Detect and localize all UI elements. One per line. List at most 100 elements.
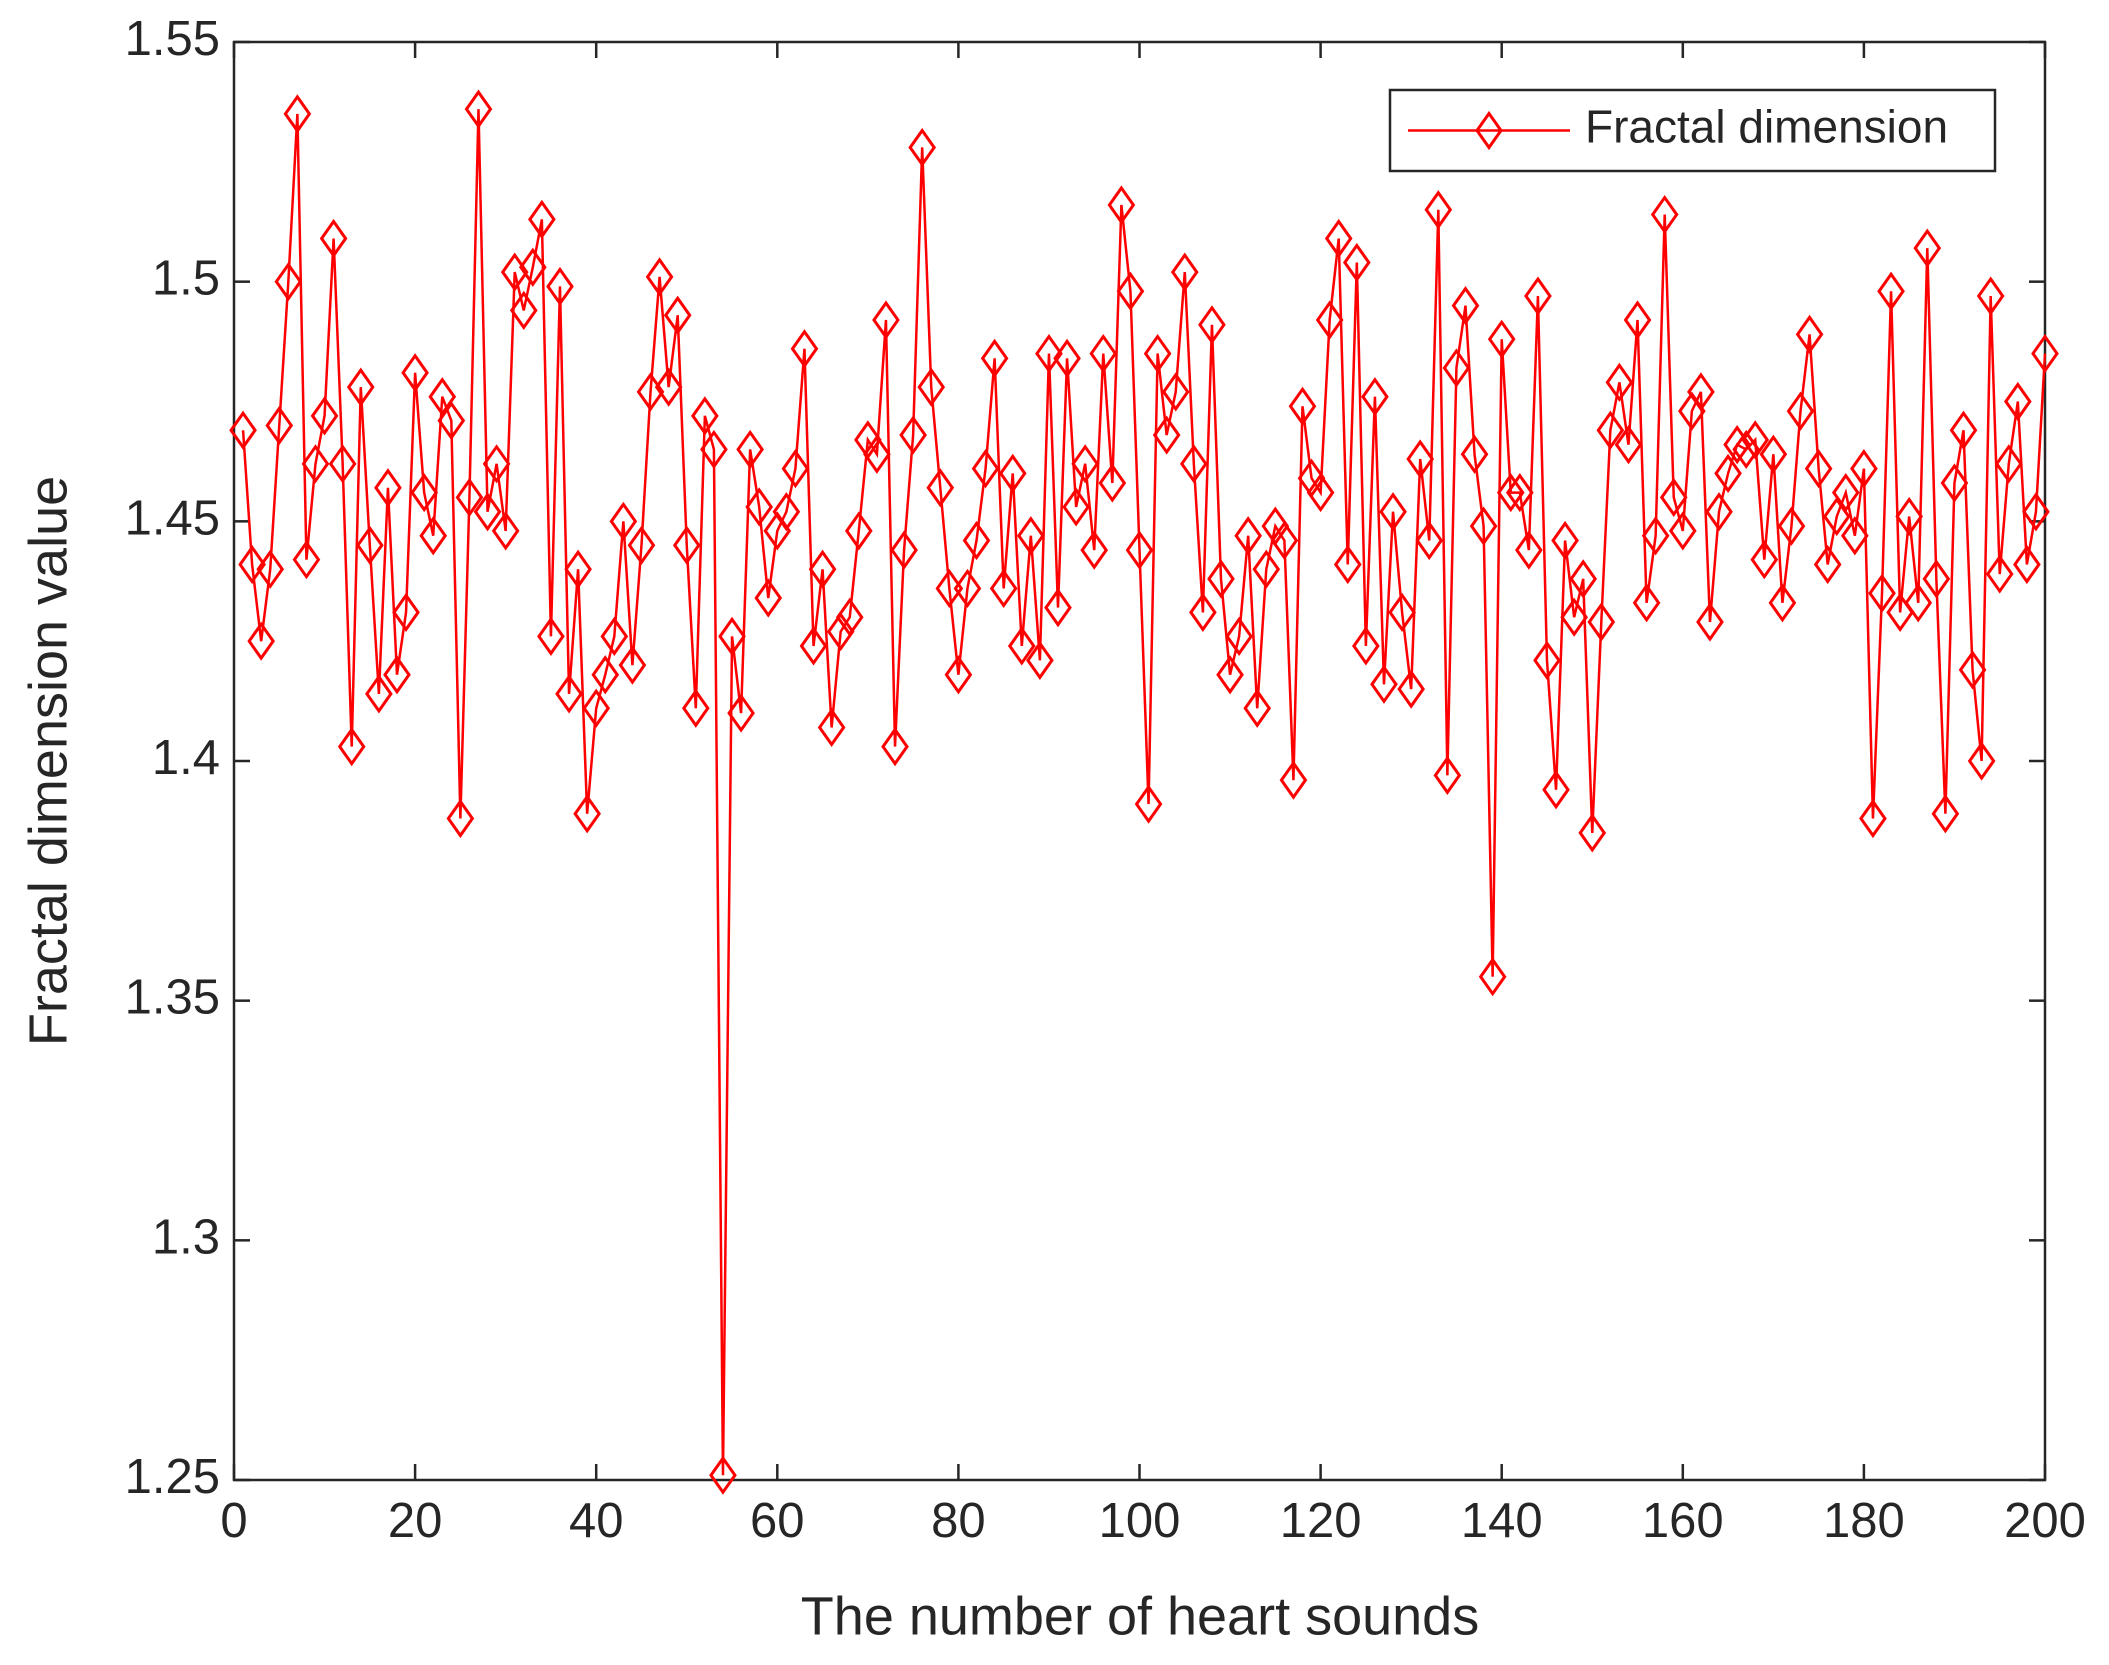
marker — [473, 492, 502, 532]
marker — [953, 568, 982, 609]
marker — [1596, 410, 1625, 450]
marker — [1505, 472, 1534, 513]
marker — [482, 444, 511, 484]
marker — [1614, 425, 1643, 465]
marker — [1958, 650, 1987, 690]
marker — [1668, 511, 1697, 551]
marker — [1198, 305, 1226, 345]
marker — [1161, 372, 1190, 412]
marker — [1496, 472, 1525, 513]
marker — [328, 444, 357, 484]
marker — [1804, 449, 1833, 489]
marker — [1107, 185, 1136, 225]
marker — [1243, 688, 1272, 728]
marker — [781, 449, 810, 489]
marker — [1279, 760, 1308, 800]
marker — [355, 525, 384, 565]
marker — [772, 492, 801, 532]
marker — [1424, 190, 1453, 230]
marker — [917, 367, 946, 407]
y-tick-label: 1.5 — [152, 252, 220, 306]
marker — [817, 707, 846, 748]
marker — [528, 199, 556, 239]
marker — [1904, 583, 1933, 623]
marker — [1560, 597, 1588, 637]
marker — [736, 429, 764, 470]
marker — [1831, 472, 1860, 513]
marker — [645, 257, 674, 297]
marker — [872, 300, 900, 340]
marker — [1397, 669, 1425, 709]
marker — [1098, 463, 1127, 503]
x-axis-label: The number of heart sounds — [801, 1586, 1479, 1646]
marker — [881, 727, 909, 767]
marker — [1170, 252, 1199, 292]
marker — [899, 415, 927, 455]
marker — [1696, 602, 1724, 642]
y-tick-label: 1.4 — [152, 731, 220, 785]
marker — [1460, 434, 1489, 474]
marker — [1379, 492, 1407, 532]
marker — [1143, 333, 1172, 374]
marker — [609, 501, 638, 541]
marker — [1967, 741, 1996, 781]
marker — [727, 693, 755, 733]
marker — [1306, 472, 1335, 513]
marker — [1388, 592, 1416, 633]
marker — [600, 616, 629, 656]
marker — [1451, 286, 1480, 326]
marker — [1406, 439, 1435, 479]
y-tick-label: 1.55 — [125, 12, 220, 66]
marker — [274, 262, 303, 302]
marker — [1071, 444, 1100, 484]
marker — [1342, 242, 1371, 283]
marker — [1225, 616, 1253, 656]
marker — [1994, 444, 2023, 484]
marker — [1641, 516, 1670, 556]
marker — [1578, 813, 1607, 853]
marker — [998, 453, 1027, 494]
x-tick-label: 80 — [931, 1494, 986, 1548]
marker — [1705, 492, 1733, 532]
marker — [1587, 602, 1616, 642]
legend-box — [1388, 88, 1997, 173]
marker — [1759, 434, 1788, 474]
marker — [1080, 530, 1109, 570]
marker — [2013, 544, 2041, 585]
marker — [1841, 516, 1869, 556]
y-tick-label: 1.35 — [125, 971, 220, 1025]
marker — [1868, 573, 1896, 613]
marker — [1632, 583, 1661, 623]
marker — [437, 401, 466, 441]
marker — [1913, 228, 1942, 268]
marker — [1288, 386, 1317, 426]
marker — [1035, 333, 1063, 374]
plot-frame — [232, 40, 2047, 1482]
marker — [1605, 362, 1634, 402]
marker — [555, 674, 583, 714]
marker — [745, 487, 774, 527]
marker — [1487, 319, 1516, 359]
legend: Fractal dimension — [1388, 88, 1997, 173]
marker — [1949, 410, 1978, 450]
marker — [1053, 338, 1081, 378]
marker — [926, 468, 955, 508]
marker — [1370, 664, 1398, 704]
marker — [709, 1455, 737, 1495]
marker — [1017, 516, 1045, 556]
marker — [1650, 194, 1679, 235]
marker — [1687, 372, 1715, 412]
y-tick-label: 1.25 — [125, 1450, 220, 1504]
marker — [1922, 559, 1951, 599]
marker — [1442, 348, 1471, 388]
marker — [392, 592, 420, 633]
marker — [1895, 496, 1924, 537]
marker — [238, 544, 266, 585]
marker — [365, 674, 393, 714]
marker — [256, 549, 285, 589]
marker — [1732, 429, 1761, 470]
x-tick-label: 140 — [1461, 1494, 1543, 1548]
marker — [962, 520, 991, 561]
marker — [283, 94, 312, 134]
x-tick-label: 40 — [569, 1494, 624, 1548]
